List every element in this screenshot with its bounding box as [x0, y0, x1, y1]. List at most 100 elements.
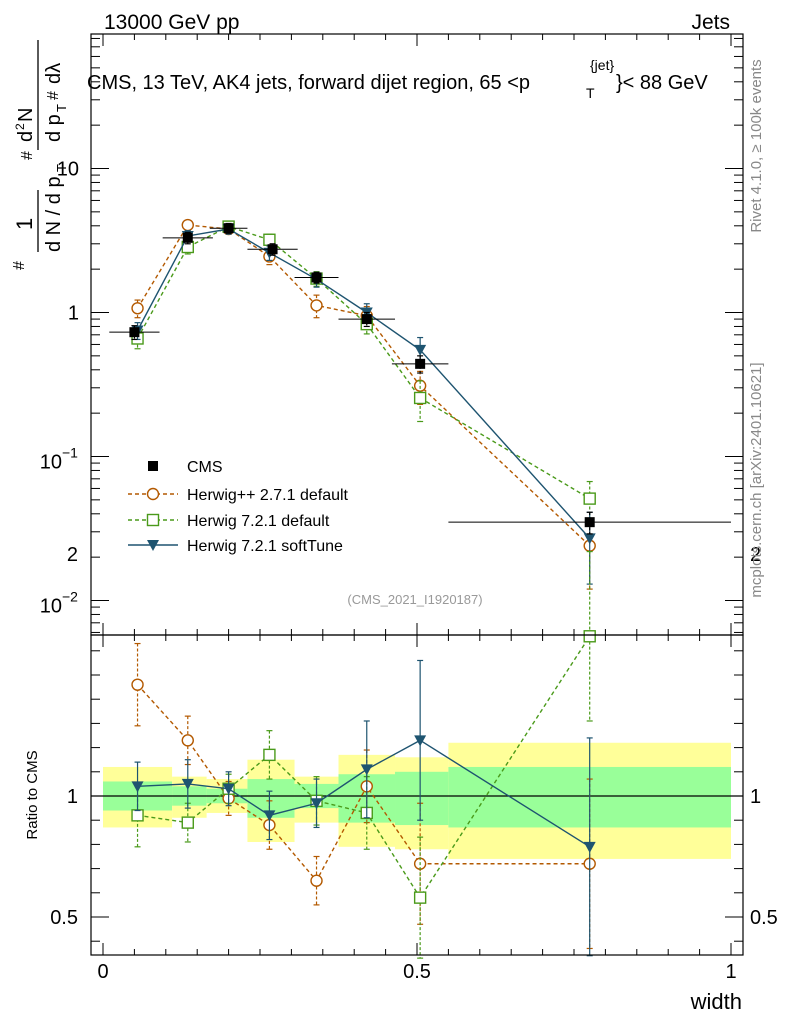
plot-title-end: }< 88 GeV — [616, 72, 708, 94]
y-tick-label: 1 — [68, 303, 79, 325]
data-point — [413, 391, 427, 405]
series-line — [137, 635, 591, 899]
data-point — [181, 778, 194, 790]
legend-item: Herwig 7.2.1 softTune — [128, 538, 343, 555]
x-tick-label: 1 — [725, 961, 736, 983]
y-label-part: # — [45, 91, 62, 100]
series-line — [136, 225, 591, 500]
series-ratio-triangle — [131, 659, 596, 957]
plot-title-superscript: {jet} — [590, 57, 614, 73]
data-point — [310, 299, 323, 312]
data-point — [131, 302, 144, 315]
data-point — [360, 764, 373, 776]
x-tick-label: 0.5 — [403, 961, 431, 983]
series-main-data — [109, 222, 731, 535]
y-tick-exponent: −2 — [62, 589, 78, 605]
data-point — [222, 783, 235, 795]
analysis-id-watermark: (CMS_2021_I1920187) — [347, 592, 482, 607]
data-point — [263, 748, 276, 762]
y-tick-label: 10 −2 — [40, 589, 78, 618]
data-point — [415, 358, 426, 369]
data-point — [414, 344, 427, 356]
legend-label: CMS — [187, 459, 223, 476]
series-main-square — [131, 220, 596, 523]
data-point — [181, 734, 194, 747]
data-point — [413, 891, 427, 904]
y-tick-value: 1 — [68, 303, 79, 325]
data-point — [583, 533, 596, 545]
y-label-part: T — [54, 104, 69, 112]
data-point — [129, 327, 140, 338]
ratio-y-tick-label-left: 1 — [67, 786, 78, 808]
legend-label: Herwig 7.2.1 softTune — [187, 538, 343, 555]
y-label-part: 2 — [13, 123, 27, 130]
y-tick-base: 10 — [40, 452, 62, 474]
y-label-part: # — [11, 261, 28, 270]
plot-title-text: CMS, 13 TeV, AK4 jets, forward dijet reg… — [87, 72, 530, 94]
ratio-y-axis-label: Ratio to CMS — [24, 750, 41, 839]
data-point — [310, 798, 323, 810]
data-point — [131, 781, 144, 793]
data-point — [361, 314, 372, 325]
legend-label: Herwig++ 2.7.1 default — [187, 487, 349, 504]
data-point — [223, 223, 234, 234]
y-label-part: N — [15, 108, 37, 122]
plot-title-subscript: T — [586, 85, 595, 101]
y-tick-exponent: −1 — [62, 445, 78, 461]
data-point — [263, 810, 276, 822]
plot-title: CMS, 13 TeV, AK4 jets, forward dijet reg… — [87, 57, 708, 101]
data-point — [311, 272, 322, 283]
data-point — [584, 517, 595, 528]
header-beam-label: 13000 GeV pp — [104, 11, 239, 34]
y-label-part: # — [19, 151, 36, 160]
y-tick-label: 10 −1 — [40, 445, 78, 474]
y-tick-value: 10 — [57, 159, 79, 181]
series-main-triangle — [131, 223, 596, 585]
uncertainty-band-green — [395, 771, 449, 826]
series-line — [137, 739, 591, 848]
data-point — [267, 244, 278, 255]
data-point — [583, 841, 596, 853]
legend-marker — [146, 513, 160, 527]
x-tick-label: 0 — [97, 961, 108, 983]
data-point — [131, 678, 144, 691]
series-line — [136, 228, 591, 539]
y-tick-base: 10 — [40, 596, 62, 618]
legend-marker — [147, 540, 159, 551]
legend-label: Herwig 7.2.1 default — [187, 513, 330, 530]
data-point — [310, 874, 323, 887]
header-category-label: Jets — [691, 11, 730, 34]
series-line — [136, 224, 591, 547]
y-axis-label: #1 d N / d p T # d2N d p T # dλ — [11, 40, 69, 270]
ratio-y-tick-label-right: 1 — [750, 786, 761, 808]
y-tick-label: 10 — [57, 159, 79, 181]
ratio-y-tick-label-left: 2 — [67, 544, 78, 566]
legend: CMS Herwig++ 2.7.1 default Herwig 7.2.1 de… — [128, 459, 349, 555]
legend-item: CMS — [148, 459, 223, 476]
x-axis-label: width — [690, 989, 742, 1014]
rivet-version-label: Rivet 4.1.0, ≥ 100k events — [748, 59, 765, 232]
y-label-part: d p — [43, 114, 65, 142]
series-main-circle — [131, 218, 596, 590]
mcplots-url-label: mcplots.cern.ch [arXiv:2401.10621] — [748, 362, 765, 597]
data-point — [182, 232, 193, 243]
data-point — [181, 816, 194, 829]
legend-item: Herwig++ 2.7.1 default — [128, 487, 349, 504]
data-point — [583, 630, 596, 643]
y-label-part: dλ — [43, 63, 65, 84]
y-label-part: 1 — [12, 218, 37, 230]
ratio-y-tick-label-left: 0.5 — [50, 907, 78, 929]
y-label-part: T — [54, 164, 69, 172]
ratio-y-tick-label-right: 2 — [750, 544, 761, 566]
data-point — [181, 218, 194, 232]
ratio-y-tick-label-right: 0.5 — [750, 907, 778, 929]
legend-marker — [146, 487, 160, 501]
series-line — [137, 684, 590, 882]
legend-marker — [148, 461, 158, 471]
data-point — [414, 735, 427, 747]
data-point — [583, 492, 596, 505]
legend-item: Herwig 7.2.1 default — [128, 513, 330, 530]
y-label-part: d — [15, 131, 37, 142]
data-point — [131, 809, 144, 822]
